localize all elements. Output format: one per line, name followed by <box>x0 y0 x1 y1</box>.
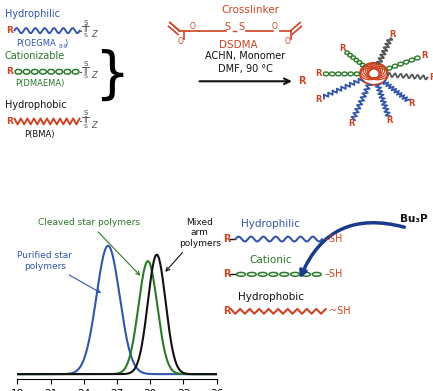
Text: ): ) <box>64 39 68 48</box>
Text: Z: Z <box>91 30 97 39</box>
Text: Bu₃P: Bu₃P <box>400 214 427 224</box>
Text: Hydrophilic: Hydrophilic <box>5 9 60 19</box>
Text: P(OEGMA: P(OEGMA <box>16 39 56 48</box>
Text: R: R <box>6 117 13 126</box>
Text: Hydrophobic: Hydrophobic <box>5 100 67 109</box>
Text: R: R <box>408 99 415 108</box>
Text: S: S <box>225 22 231 32</box>
Text: Hydrophilic: Hydrophilic <box>241 219 300 229</box>
Text: Z: Z <box>91 121 97 130</box>
Text: –SH: –SH <box>325 234 343 244</box>
Text: ‖: ‖ <box>84 25 87 32</box>
Text: R: R <box>223 234 230 244</box>
Text: S: S <box>84 124 87 129</box>
Text: S: S <box>238 22 244 32</box>
Text: Cleaved star polymers: Cleaved star polymers <box>38 218 140 275</box>
Text: O: O <box>271 22 278 31</box>
Text: R: R <box>339 44 345 53</box>
Text: }: } <box>94 49 129 103</box>
Text: R: R <box>429 74 433 83</box>
Text: R: R <box>387 116 393 125</box>
Text: R: R <box>6 26 13 35</box>
Text: O: O <box>285 37 291 46</box>
Text: R: R <box>389 30 395 39</box>
Text: –SH: –SH <box>325 269 343 279</box>
Text: R: R <box>223 269 230 279</box>
Text: S: S <box>84 110 88 117</box>
Text: Z: Z <box>91 71 97 80</box>
Text: S: S <box>84 61 88 67</box>
Text: Mixed
arm
polymers: Mixed arm polymers <box>166 218 221 271</box>
Text: O: O <box>190 22 196 31</box>
Text: ‖: ‖ <box>84 66 87 74</box>
Text: R: R <box>421 51 428 60</box>
Text: O: O <box>178 37 184 46</box>
Text: ACHN, Monomer: ACHN, Monomer <box>205 51 285 61</box>
Text: R: R <box>6 67 13 76</box>
Text: Purified star
polymers: Purified star polymers <box>17 251 100 292</box>
Text: 8-9: 8-9 <box>59 44 68 49</box>
Text: Hydrophobic: Hydrophobic <box>238 292 304 302</box>
Text: S: S <box>84 74 87 79</box>
Text: P(BMA): P(BMA) <box>25 129 55 138</box>
Text: R: R <box>223 306 230 316</box>
Text: R: R <box>298 76 306 86</box>
Text: ~SH: ~SH <box>329 306 351 316</box>
Text: Crosslinker: Crosslinker <box>221 5 279 14</box>
Text: S: S <box>84 20 88 25</box>
Text: Cationizable: Cationizable <box>5 51 65 61</box>
Text: R: R <box>315 69 321 79</box>
Text: DMF, 90 °C: DMF, 90 °C <box>218 64 272 74</box>
Text: ‖: ‖ <box>84 116 87 123</box>
Text: P(DMAEMA): P(DMAEMA) <box>15 79 65 88</box>
Text: Cationic: Cationic <box>249 255 292 265</box>
Text: S: S <box>84 33 87 38</box>
Text: R: R <box>315 95 322 104</box>
Text: DSDMA: DSDMA <box>219 40 258 50</box>
Text: R: R <box>348 118 355 127</box>
